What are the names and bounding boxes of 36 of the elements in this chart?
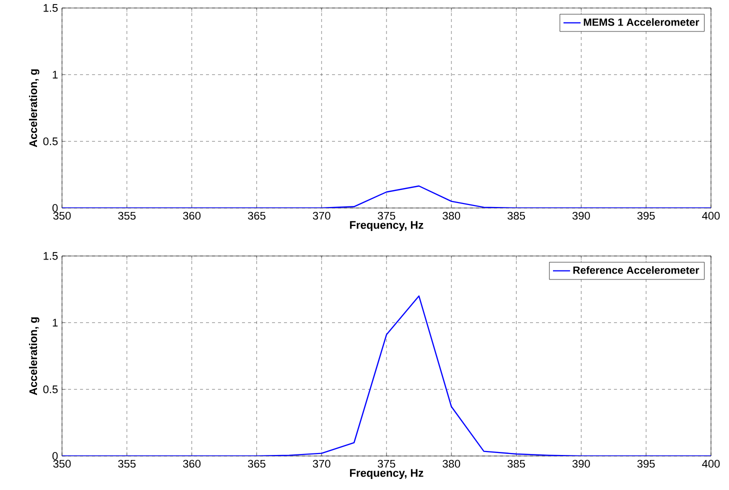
- x-tick-label: 375: [378, 212, 396, 220]
- legend-label: MEMS 1 Accelerometer: [584, 18, 700, 26]
- x-tick-label: 395: [637, 460, 655, 468]
- x-tick-label: 390: [572, 212, 590, 220]
- y-tick-label: 1: [52, 318, 58, 326]
- y-tick-label: 0: [52, 204, 58, 212]
- x-tick-label: 400: [702, 212, 720, 220]
- x-tick-label: 355: [118, 212, 136, 220]
- y-axis-title: Acceleration, g: [29, 317, 40, 396]
- x-tick-label: 365: [248, 460, 266, 468]
- x-tick-label: 365: [248, 212, 266, 220]
- x-tick-label: 355: [118, 460, 136, 468]
- y-tick-label: 0: [52, 452, 58, 460]
- x-tick-label: 375: [378, 460, 396, 468]
- x-tick-label: 380: [442, 460, 460, 468]
- y-tick-label: 0.5: [43, 137, 58, 146]
- x-tick-label: 370: [312, 212, 330, 220]
- x-tick-label: 385: [508, 212, 525, 220]
- x-tick-label: 360: [183, 212, 201, 220]
- y-tick-label: 1: [52, 70, 58, 78]
- legend-label: Reference Accelerometer: [573, 266, 700, 274]
- x-tick-label: 360: [183, 460, 201, 468]
- x-tick-label: 390: [572, 460, 590, 468]
- y-tick-label: 0.5: [43, 385, 58, 394]
- x-tick-label: 350: [53, 460, 71, 468]
- y-axis-title: Acceleration, g: [29, 69, 40, 148]
- x-tick-label: 385: [508, 460, 525, 468]
- x-tick-label: 350: [53, 212, 71, 220]
- x-tick-label: 395: [637, 212, 655, 220]
- x-axis-title: Frequency, Hz: [350, 221, 424, 232]
- y-tick-label: 1.5: [44, 252, 58, 260]
- x-tick-label: 400: [702, 460, 720, 468]
- y-tick-label: 1.5: [44, 4, 58, 12]
- x-tick-label: 370: [312, 460, 330, 468]
- x-tick-label: 380: [442, 212, 460, 220]
- x-axis-title: Frequency, Hz: [350, 469, 424, 480]
